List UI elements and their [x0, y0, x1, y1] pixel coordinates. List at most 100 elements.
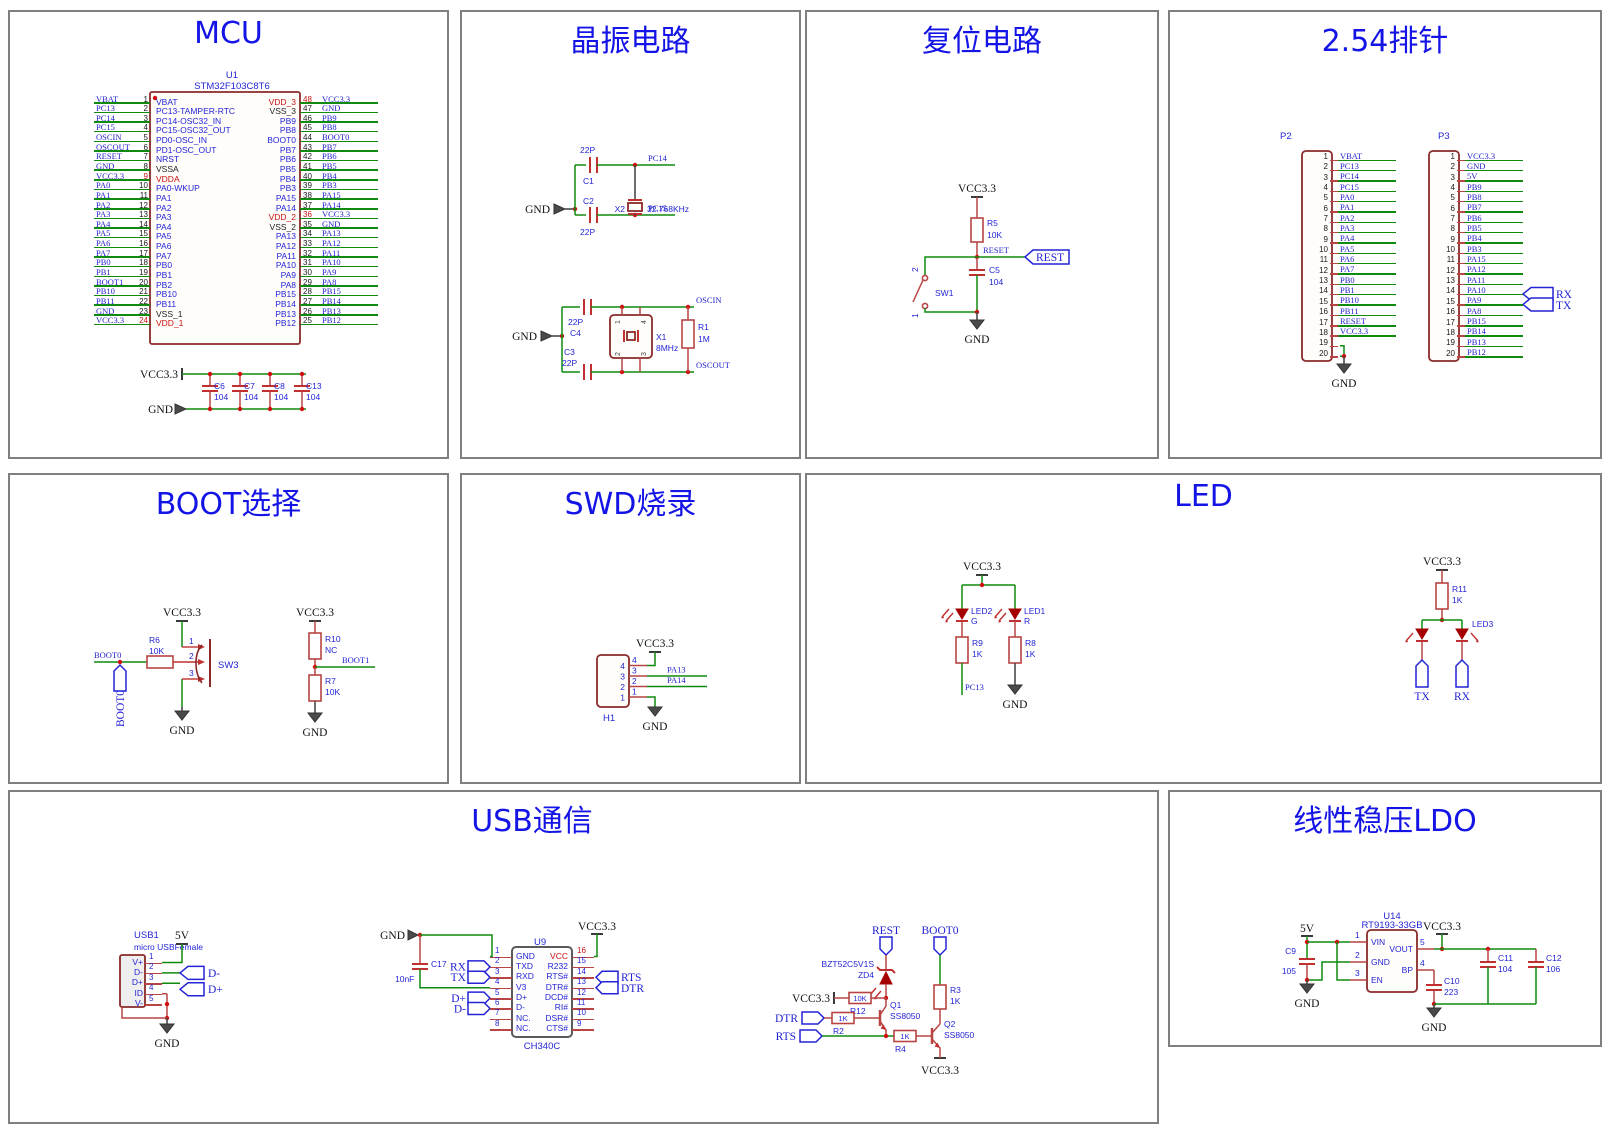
mcu-pin-row: 43 PB7	[300, 142, 378, 154]
header-pin-row: 16 PB11	[1304, 306, 1414, 318]
mcu-pin-row: PC14 3	[94, 113, 150, 125]
usb1-pin-row: V+ 1	[120, 952, 168, 967]
net-label: PA6	[96, 238, 111, 249]
pin-name-row: VDDA	[156, 173, 286, 184]
net-label: PA8	[322, 276, 337, 287]
zd4-symbol	[879, 970, 893, 985]
pin-wire	[300, 188, 378, 191]
net-label: PB12	[322, 315, 341, 326]
pin-name-row: PA3	[156, 212, 286, 222]
port-rts-label: RTS	[776, 1031, 796, 1043]
port-tx	[1415, 658, 1429, 688]
resistor-r7	[308, 674, 322, 702]
header-pin-row: 19 PB13	[1431, 337, 1541, 349]
pin-name-row: PB0	[156, 260, 286, 270]
net-label: PB7	[1467, 202, 1482, 213]
net-label: PA4	[1340, 233, 1355, 244]
net-label: PC14	[1340, 171, 1359, 182]
gnd-flag-label: GND	[965, 334, 990, 346]
pin-name: PB11	[156, 298, 177, 309]
pin-number: 26	[303, 306, 312, 316]
crystal-8m-circuit: GND 22P C4 OSCIN C3 22P OSCOUT	[512, 295, 731, 380]
mcu-pin-row: 32 PA11	[300, 248, 378, 260]
pin-wire	[94, 159, 150, 162]
net-label: BOOT0	[322, 132, 350, 143]
c17-val: 10nF	[395, 974, 414, 984]
mcu-right-pin-names: VDD_3 VSS_3 PB9 PB8 BOOT0 PB7 PB6 PB5 PB4 PB3 PA15…	[160, 96, 296, 329]
mcu-pin-row: BOOT1 20	[94, 277, 150, 289]
section-usb: USB通信 USB1 5V micro USBFemale D- D+	[8, 790, 1159, 1124]
pin-number: 5	[143, 133, 148, 143]
r9-val: 1K	[972, 649, 983, 659]
pin-number: 5	[1323, 193, 1328, 203]
vcc-flag-label: VCC3.3	[792, 993, 830, 1005]
u9-pin-row: 6	[490, 998, 512, 1012]
pin-name: PB7	[279, 144, 296, 155]
pin-number: 40	[303, 171, 312, 181]
pin-name: TXD	[516, 960, 533, 971]
pin-name: PA12	[275, 241, 296, 252]
p3-pin-list: 1 VCC3.3 2 GND 3 5V 4 PB9 5 PB8 6 PB7 7 PB6 8 PB5 9 PB4 10…	[1431, 151, 1541, 360]
net-label: GND	[96, 160, 115, 171]
led3-right-symbol	[1455, 628, 1469, 640]
mcu-pin-row: 31 PA10	[300, 257, 378, 270]
net-label: PB0	[1340, 274, 1355, 285]
pin-name-row: PA6	[156, 241, 286, 251]
u9-right-pin-list: 16 15 14 13 12 11 10 9	[572, 946, 594, 1033]
pin-name: V-	[134, 998, 143, 1009]
pin-wire	[94, 102, 150, 104]
u14-pin2-num: 2	[1355, 950, 1360, 960]
pin-name-row: VDD_2	[160, 212, 296, 222]
pin-stub	[1330, 273, 1338, 275]
pin-stub	[1330, 293, 1338, 296]
pin-wire	[94, 111, 150, 114]
net-label: PA1	[1340, 202, 1355, 213]
r3-val: 1K	[950, 996, 961, 1006]
c11-val: 104	[1498, 964, 1512, 974]
cap-c6: C6 104	[202, 371, 228, 412]
vcc-flag-label: VCC3.3	[578, 921, 616, 933]
pin-name-row: PC14-OSC32_IN	[156, 115, 286, 126]
mcu-pin-row: 39 PB3	[300, 180, 378, 193]
pin-stub	[145, 962, 162, 964]
pin-wire	[94, 130, 150, 133]
h1-pin4-name: 4	[620, 661, 625, 671]
header-pin-row: 12 PA7	[1304, 264, 1414, 277]
net-wire	[1465, 273, 1523, 275]
net-wire	[1338, 335, 1396, 337]
gnd-symbol	[1006, 684, 1024, 695]
u14-body	[1366, 929, 1418, 993]
mcu-pin-row: RESET 7	[94, 151, 150, 164]
net-label: PA0	[96, 180, 111, 191]
pin-name: PC13-TAMPER-RTC	[156, 106, 236, 117]
pin-name-row: VBAT	[156, 96, 286, 107]
pin-name-row: PB5	[160, 163, 296, 174]
header-pin-row: 11 PA15	[1431, 254, 1541, 266]
c2-ref: C2	[583, 196, 594, 206]
r5-ref: R5	[987, 218, 998, 228]
pin1-marker	[152, 95, 158, 101]
pin-name: PC14-OSC32_IN	[156, 115, 222, 126]
net-wire	[1465, 293, 1523, 296]
pin-number: 20	[1446, 348, 1455, 358]
c8-ref: C8	[274, 381, 285, 391]
gnd-symbol	[306, 712, 324, 723]
port-dtr	[594, 980, 619, 995]
gnd-symbol	[173, 710, 191, 721]
gnd-symbol	[553, 203, 567, 215]
usb1-pin-row: V- 5	[120, 994, 168, 1009]
pin-wire	[300, 198, 378, 200]
net-label: PA5	[96, 228, 111, 239]
p3-ref: P3	[1438, 131, 1450, 142]
sw1-pin2: 2	[910, 267, 920, 272]
r11-ref: R11	[1452, 584, 1467, 594]
header-pin-row: 11 PA6	[1304, 254, 1414, 266]
pin-number: 1	[143, 94, 148, 104]
pin-name-row: PA7	[156, 250, 286, 261]
c17-ref: C17	[431, 959, 447, 969]
pin-name-row: PB10	[156, 289, 286, 299]
pin-number: 5	[495, 987, 500, 997]
pin-wire	[300, 217, 378, 220]
pin-number: 37	[303, 200, 312, 210]
net-label: PB6	[322, 151, 337, 162]
